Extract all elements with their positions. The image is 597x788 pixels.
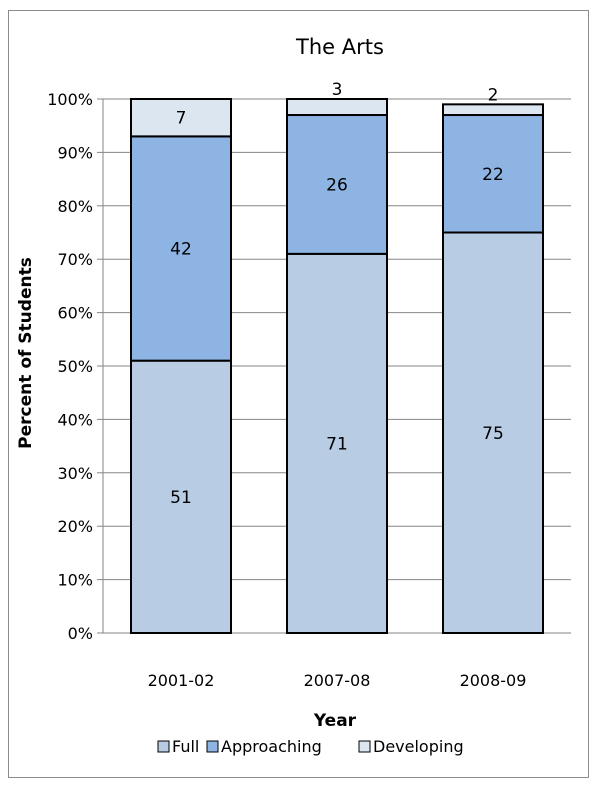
x-axis-title: Year <box>313 711 357 731</box>
data-label: 26 <box>326 175 348 195</box>
y-tick-label: 40% <box>57 410 93 429</box>
bar-segment-full <box>442 231 544 634</box>
bar-segment-developing <box>442 103 544 117</box>
legend-label-approaching: Approaching <box>221 737 322 756</box>
y-tick-label: 70% <box>57 250 93 269</box>
legend-label-developing: Developing <box>373 737 464 756</box>
chart-title: The Arts <box>295 35 384 59</box>
y-tick-label: 30% <box>57 464 93 483</box>
legend-swatch-developing <box>358 740 371 753</box>
data-label: 3 <box>332 80 343 100</box>
legend: Full Approaching Developing <box>157 737 464 756</box>
y-axis-ticks: 0% 10% 20% 30% 40% 50% 60% 70% 80% 90% 100% <box>47 90 93 643</box>
x-tick-label: 2007-08 <box>304 671 371 690</box>
data-label: 42 <box>170 240 192 260</box>
y-tick-label: 0% <box>68 624 93 643</box>
bar-segment-full <box>130 359 232 634</box>
bar-segment-approaching <box>286 114 388 255</box>
data-label: 51 <box>170 488 192 508</box>
y-tick-label: 100% <box>47 90 93 109</box>
legend-label-full: Full <box>172 737 199 756</box>
y-tick-label: 10% <box>57 571 93 590</box>
bar-segment-full <box>286 252 388 635</box>
data-label: 75 <box>482 424 504 444</box>
data-label: 7 <box>176 109 187 129</box>
legend-swatch-approaching <box>206 740 219 753</box>
data-label: 22 <box>482 165 504 185</box>
y-tick-label: 90% <box>57 143 93 162</box>
bar-segment-developing <box>286 98 388 117</box>
x-tick-label: 2001-02 <box>148 671 215 690</box>
data-label: 71 <box>326 434 348 454</box>
y-axis-title: Percent of Students <box>16 257 36 449</box>
y-tick-label: 20% <box>57 517 93 536</box>
bar-segment-approaching <box>442 114 544 234</box>
bar-segment-approaching <box>130 135 232 362</box>
y-tick-label: 50% <box>57 357 93 376</box>
y-tick-label: 60% <box>57 304 93 323</box>
x-axis-ticks: 2001-02 2007-08 2008-09 <box>148 671 527 690</box>
legend-swatch-full <box>157 740 170 753</box>
bar-segment-developing <box>130 98 232 138</box>
data-label: 2 <box>488 85 499 105</box>
x-tick-label: 2008-09 <box>460 671 527 690</box>
y-tick-label: 80% <box>57 197 93 216</box>
